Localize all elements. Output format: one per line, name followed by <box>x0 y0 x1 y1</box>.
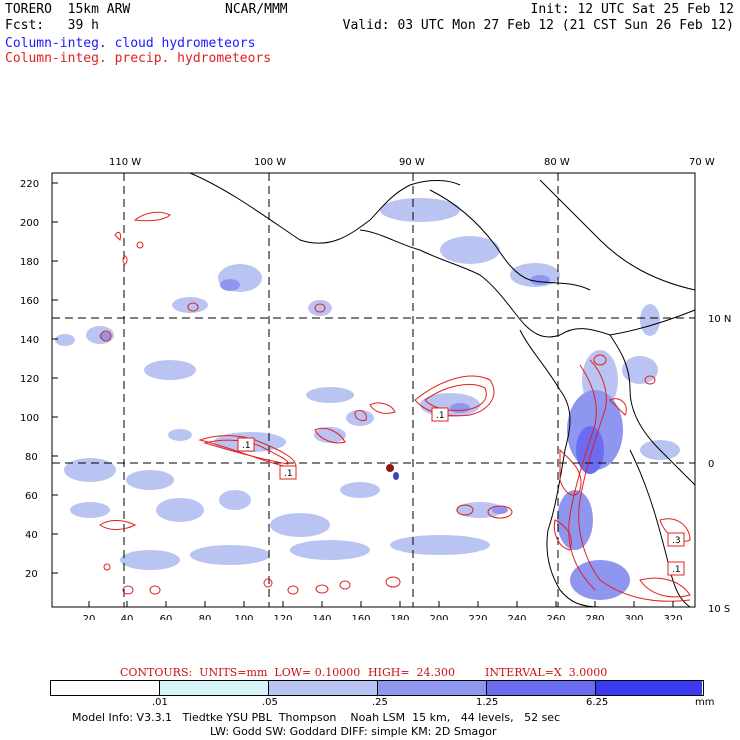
model-info: Model Info: V3.3.1 Tiedtke YSU PBL Thomp… <box>72 711 561 724</box>
lon-label: 80 W <box>544 157 570 168</box>
colorbar-swatch <box>378 681 487 695</box>
init-time: Init: 12 UTC Sat 25 Feb 12 <box>530 2 735 17</box>
precip-contours <box>99 211 691 602</box>
colorbar-tick: .01 <box>152 697 168 708</box>
x-tick: 100 <box>234 614 253 620</box>
lat-lon-grid <box>52 173 695 607</box>
y-tick: 20 <box>25 569 38 580</box>
valid-time: Valid: 03 UTC Mon 27 Feb 12 (21 CST Sun … <box>342 18 734 33</box>
contour-label: .3 <box>672 536 681 546</box>
contour-units: CONTOURS: UNITS=mm LOW= 0.10000 <box>120 666 361 679</box>
colorbar-tick: .05 <box>262 697 278 708</box>
lat-label: 0 <box>708 459 714 470</box>
x-tick: 40 <box>121 614 134 620</box>
lon-label: 70 W <box>689 157 715 168</box>
y-tick: 40 <box>25 530 38 541</box>
lat-label: 10 N <box>708 314 731 325</box>
lon-label: 100 W <box>254 157 286 168</box>
x-tick: 260 <box>546 614 565 620</box>
y-tick: 80 <box>25 452 38 463</box>
colorbar-tick: 6.25 <box>586 697 609 708</box>
x-tick: 200 <box>429 614 448 620</box>
y-tick: 60 <box>25 491 38 502</box>
legend-precip: Column-integ. precip. hydrometeors <box>5 51 272 66</box>
x-tick: 80 <box>199 614 212 620</box>
y-ticks <box>52 182 58 574</box>
x-tick: 220 <box>468 614 487 620</box>
x-tick: 300 <box>624 614 643 620</box>
forecast-hour: Fcst: 39 h <box>5 18 99 33</box>
legend-cloud: Column-integ. cloud hydrometeors <box>5 36 256 51</box>
colorbar-swatch <box>596 681 702 695</box>
x-tick: 20 <box>83 614 96 620</box>
x-tick: 180 <box>390 614 409 620</box>
colorbar-swatch <box>160 681 269 695</box>
x-tick: 240 <box>507 614 526 620</box>
x-tick: 120 <box>273 614 292 620</box>
physics-info: LW: Godd SW: Goddard DIFF: simple KM: 2D… <box>210 725 497 738</box>
contour-high: HIGH= 24.300 <box>368 666 456 679</box>
x-ticks <box>88 601 674 607</box>
x-tick: 280 <box>585 614 604 620</box>
contour-info: CONTOURS: UNITS=mm LOW= 0.10000 HIGH= 24… <box>0 666 740 718</box>
contour-interval: INTERVAL=X 3.0000 <box>485 666 608 679</box>
x-tick: 140 <box>312 614 331 620</box>
contour-label: .1 <box>284 469 293 479</box>
y-tick: 140 <box>20 335 39 346</box>
coastlines <box>189 172 696 608</box>
x-tick: 160 <box>351 614 370 620</box>
contour-label: .1 <box>242 441 251 451</box>
colorbar <box>50 680 704 696</box>
colorbar-swatch <box>487 681 596 695</box>
center-name: NCAR/MMM <box>225 2 288 17</box>
y-tick: 180 <box>20 257 39 268</box>
y-tick: 100 <box>20 413 39 424</box>
colorbar-unit: mm <box>695 697 715 708</box>
x-axis: 20 40 60 80 100 120 140 160 180 200 220 … <box>83 614 683 620</box>
forecast-map: 110 W 100 W 90 W 80 W 70 W 10 N 0 10 S <box>20 157 731 620</box>
colorbar-tick: .25 <box>372 697 388 708</box>
lon-label: 110 W <box>109 157 141 168</box>
colorbar-tick: 1.25 <box>476 697 499 708</box>
colorbar-swatch <box>269 681 378 695</box>
y-tick: 220 <box>20 179 39 190</box>
y-tick: 160 <box>20 296 39 307</box>
contour-labels: .1 .1 .1 .3 .1 <box>237 407 685 576</box>
x-tick: 60 <box>160 614 173 620</box>
lon-label: 90 W <box>399 157 425 168</box>
y-tick: 120 <box>20 374 39 385</box>
contour-label: .1 <box>436 411 445 421</box>
colorbar-swatch <box>51 681 160 695</box>
island-markers <box>386 464 399 480</box>
x-tick: 320 <box>663 614 682 620</box>
model-title: TORERO 15km ARW <box>5 2 131 17</box>
contour-label: .1 <box>672 565 681 575</box>
lat-label: 10 S <box>708 604 730 615</box>
y-tick: 200 <box>20 218 39 229</box>
y-axis: 20 40 60 80 100 120 140 160 180 200 220 <box>20 179 39 580</box>
